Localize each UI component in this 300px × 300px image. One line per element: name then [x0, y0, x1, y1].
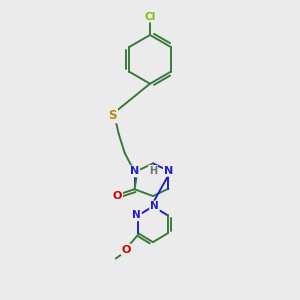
Text: H: H: [149, 166, 157, 176]
Text: O: O: [122, 244, 131, 255]
Text: O: O: [112, 191, 122, 201]
Text: N: N: [130, 167, 139, 176]
Text: S: S: [109, 109, 117, 122]
Text: N: N: [132, 210, 141, 220]
Text: N: N: [150, 202, 159, 212]
Text: Cl: Cl: [144, 11, 156, 22]
Text: N: N: [164, 166, 173, 176]
